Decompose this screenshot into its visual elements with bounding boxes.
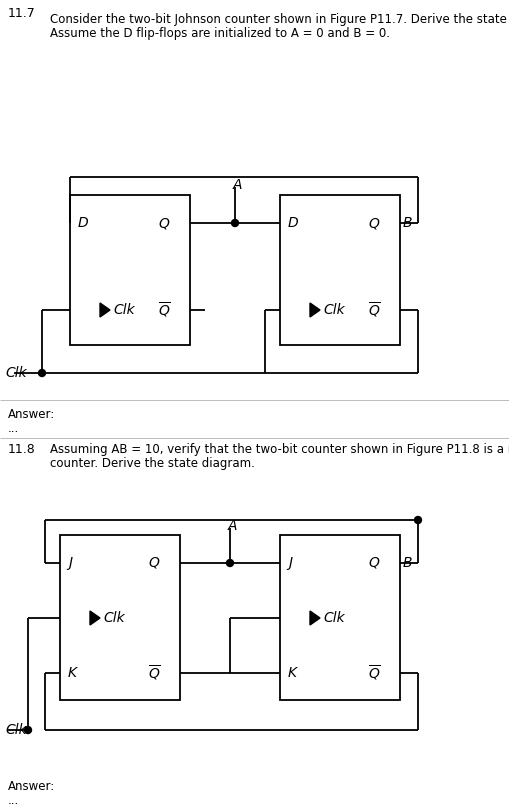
Circle shape xyxy=(226,560,233,566)
Text: ...: ... xyxy=(8,794,19,807)
Text: B: B xyxy=(402,556,412,570)
Text: K: K xyxy=(288,666,297,680)
Text: J: J xyxy=(288,556,292,570)
Text: Clk: Clk xyxy=(5,366,26,380)
Text: Assuming AB = 10, verify that the two-bit counter shown in Figure P11.8 is a rin: Assuming AB = 10, verify that the two-bi… xyxy=(50,443,509,456)
Text: 11.8: 11.8 xyxy=(8,443,36,456)
Circle shape xyxy=(231,219,238,227)
Circle shape xyxy=(24,726,32,734)
Text: Clk: Clk xyxy=(5,723,26,737)
Text: Q: Q xyxy=(367,556,378,570)
Text: $\overline{Q}$: $\overline{Q}$ xyxy=(158,300,171,320)
Bar xyxy=(70,195,190,345)
Polygon shape xyxy=(309,303,319,317)
Polygon shape xyxy=(100,303,110,317)
Text: Q: Q xyxy=(367,216,378,230)
Text: Q: Q xyxy=(148,556,159,570)
Text: Clk: Clk xyxy=(322,611,344,625)
Polygon shape xyxy=(90,611,100,625)
Text: $\overline{Q}$: $\overline{Q}$ xyxy=(367,663,380,683)
Text: ...: ... xyxy=(8,422,19,435)
Circle shape xyxy=(414,516,420,523)
Polygon shape xyxy=(309,611,319,625)
Text: J: J xyxy=(68,556,72,570)
Bar xyxy=(60,535,180,700)
Text: A: A xyxy=(232,178,241,192)
Text: Clk: Clk xyxy=(322,303,344,317)
Text: K: K xyxy=(68,666,77,680)
Text: Clk: Clk xyxy=(103,611,124,625)
Text: $\overline{Q}$: $\overline{Q}$ xyxy=(367,300,380,320)
Text: Q: Q xyxy=(158,216,168,230)
Text: Answer:: Answer: xyxy=(8,780,55,793)
Text: Answer:: Answer: xyxy=(8,408,55,421)
Bar xyxy=(279,195,399,345)
Text: B: B xyxy=(402,216,412,230)
Circle shape xyxy=(38,370,45,376)
Text: 11.7: 11.7 xyxy=(8,6,36,19)
Text: A: A xyxy=(227,519,236,533)
Bar xyxy=(279,535,399,700)
Text: Clk: Clk xyxy=(113,303,134,317)
Text: D: D xyxy=(78,216,89,230)
Text: Assume the D flip-flops are initialized to A = 0 and B = 0.: Assume the D flip-flops are initialized … xyxy=(50,27,389,40)
Text: $\overline{Q}$: $\overline{Q}$ xyxy=(148,663,161,683)
Text: D: D xyxy=(288,216,298,230)
Text: Consider the two-bit Johnson counter shown in Figure P11.7. Derive the state dia: Consider the two-bit Johnson counter sho… xyxy=(50,13,509,26)
Text: counter. Derive the state diagram.: counter. Derive the state diagram. xyxy=(50,457,255,470)
